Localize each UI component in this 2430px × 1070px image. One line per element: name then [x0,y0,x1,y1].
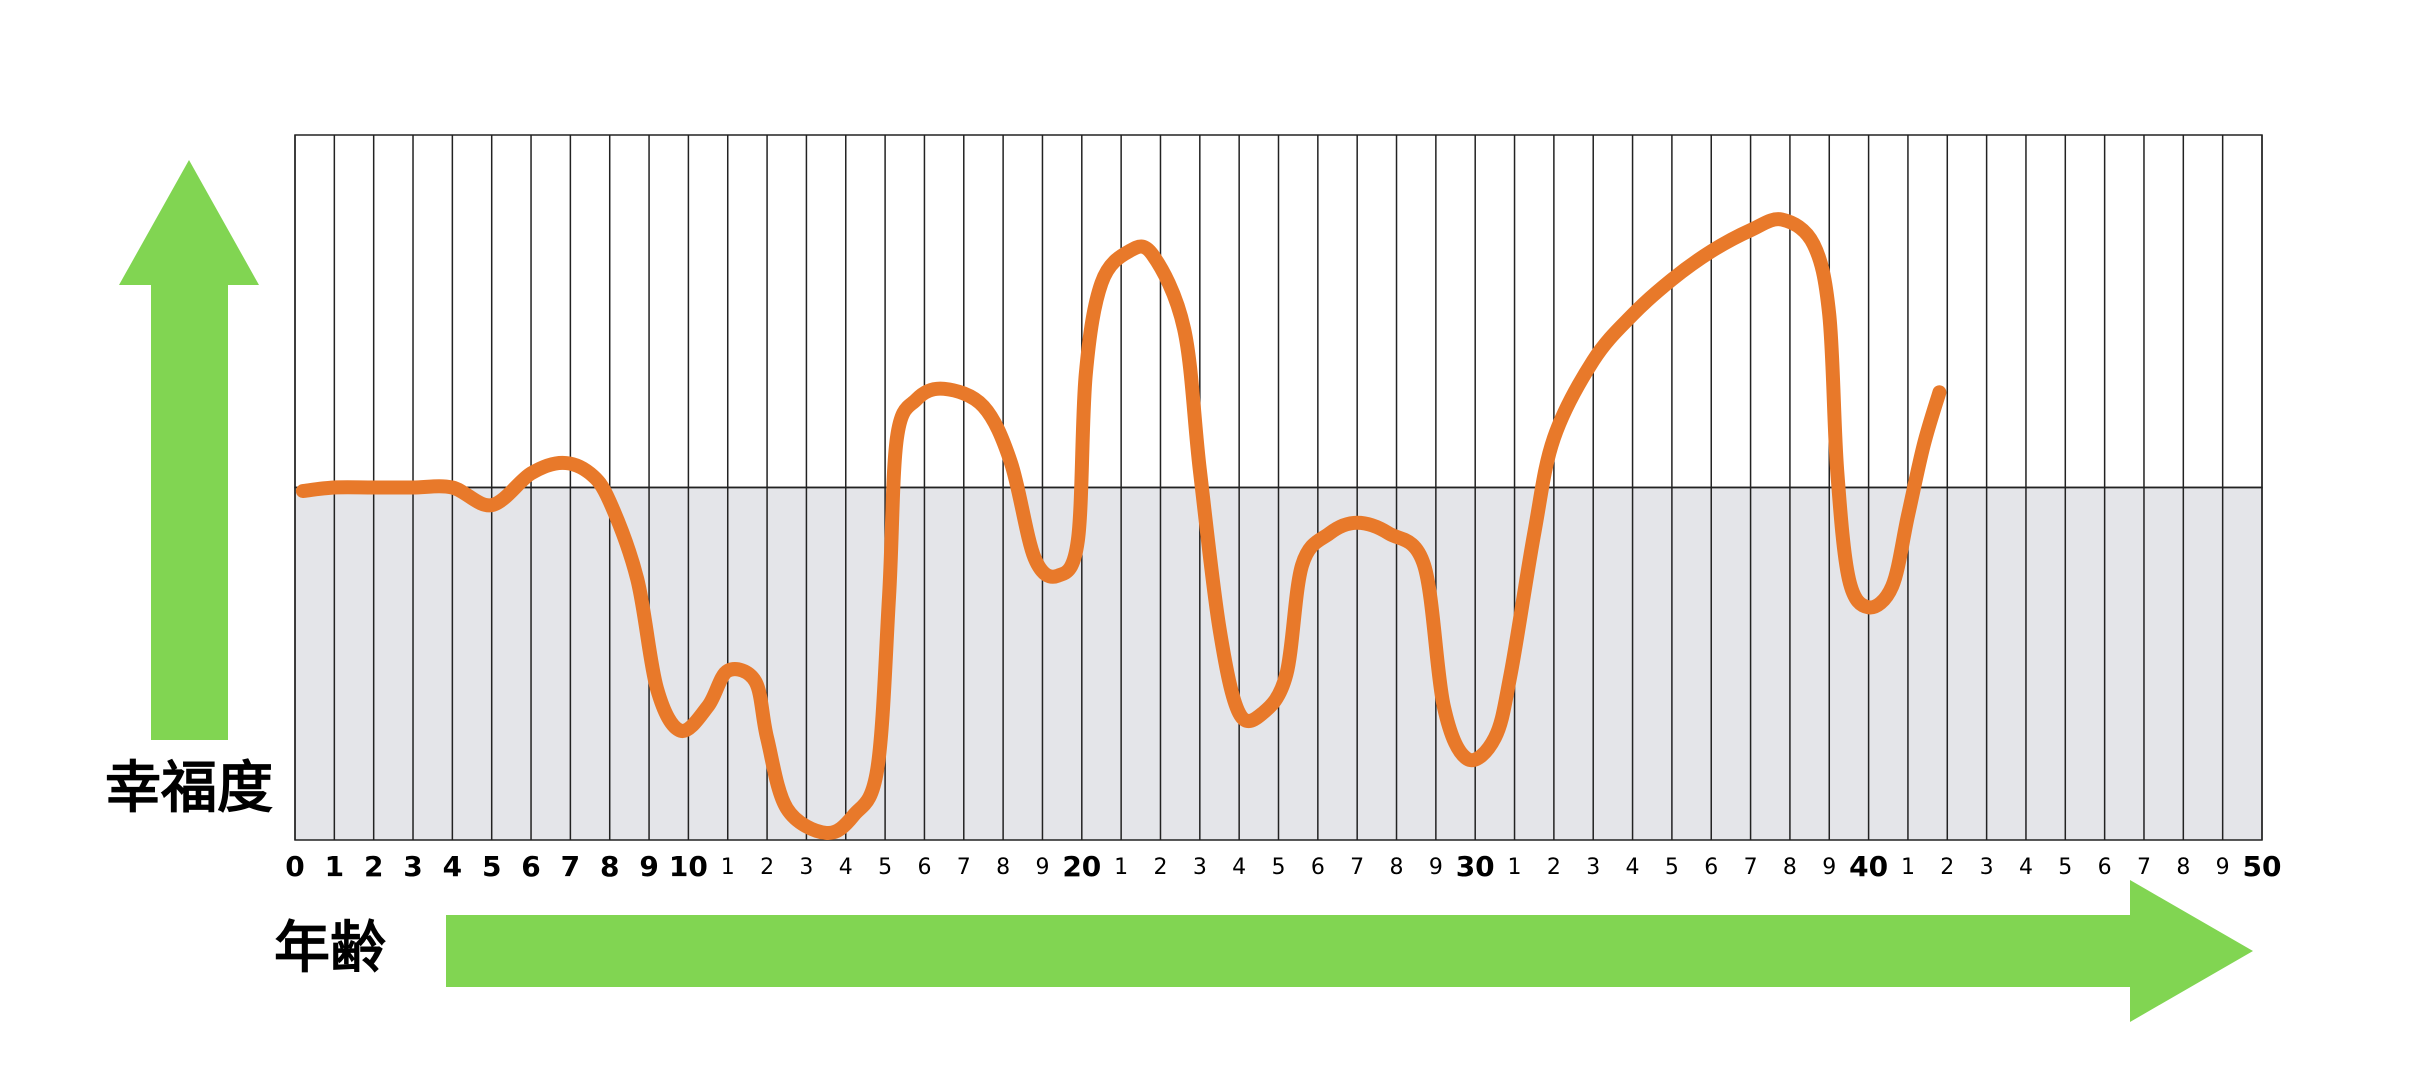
x-tick-label: 9 [639,850,658,883]
x-tick-label: 3 [1193,855,1207,880]
y-axis-label: 幸福度 [105,756,273,821]
x-tick-label: 4 [839,855,853,880]
x-tick-label: 10 [669,850,708,883]
x-tick-label: 8 [2176,855,2190,880]
happiness-line [295,212,1947,840]
x-tick-label: 4 [1232,855,1246,880]
x-tick-label: 7 [2137,855,2151,880]
x-tick-label: 20 [1062,850,1101,883]
x-tick-label: 8 [1783,855,1797,880]
x-tick-label: 3 [799,855,813,880]
x-tick-label: 5 [1665,855,1679,880]
x-tick-label: 0 [285,850,304,883]
x-tick-label: 1 [1114,855,1128,880]
x-axis-label: 年齢 [274,916,386,981]
x-tick-label: 9 [1822,855,1836,880]
x-arrow [446,880,2253,1022]
x-tick-label: 2 [760,855,774,880]
x-tick-label: 2 [364,850,383,883]
x-tick-label: 7 [957,855,971,880]
x-tick-label: 6 [521,850,540,883]
x-tick-label: 30 [1456,850,1495,883]
x-tick-label: 4 [2019,855,2033,880]
y-arrow [119,160,259,740]
x-tick-label: 1 [325,850,344,883]
x-tick-label: 9 [2216,855,2230,880]
x-tick-label: 6 [1704,855,1718,880]
x-tick-label: 7 [1744,855,1758,880]
x-tick-label: 2 [1547,855,1561,880]
x-tick-label: 40 [1849,850,1888,883]
x-tick-label: 2 [1940,855,1954,880]
x-tick-label: 5 [1272,855,1286,880]
x-tick-label: 4 [443,850,462,883]
x-tick-label: 4 [1626,855,1640,880]
x-tick-label: 5 [482,850,501,883]
x-tick-label: 9 [1429,855,1443,880]
x-tick-label: 8 [1390,855,1404,880]
x-tick-label: 2 [1153,855,1167,880]
x-tick-label: 7 [1350,855,1364,880]
x-tick-label: 6 [2098,855,2112,880]
x-tick-label: 7 [561,850,580,883]
x-tick-label: 1 [1508,855,1522,880]
x-tick-label: 6 [1311,855,1325,880]
x-tick-label: 8 [600,850,619,883]
x-tick-label: 1 [721,855,735,880]
x-tick-label: 50 [2243,850,2282,883]
x-tick-label: 5 [2058,855,2072,880]
x-tick-label: 1 [1901,855,1915,880]
x-tick-label: 3 [1980,855,1994,880]
x-tick-label: 8 [996,855,1010,880]
x-tick-label: 3 [403,850,422,883]
x-tick-label: 5 [878,855,892,880]
x-tick-label: 9 [1035,855,1049,880]
x-tick-label: 3 [1586,855,1600,880]
x-tick-label: 6 [917,855,931,880]
